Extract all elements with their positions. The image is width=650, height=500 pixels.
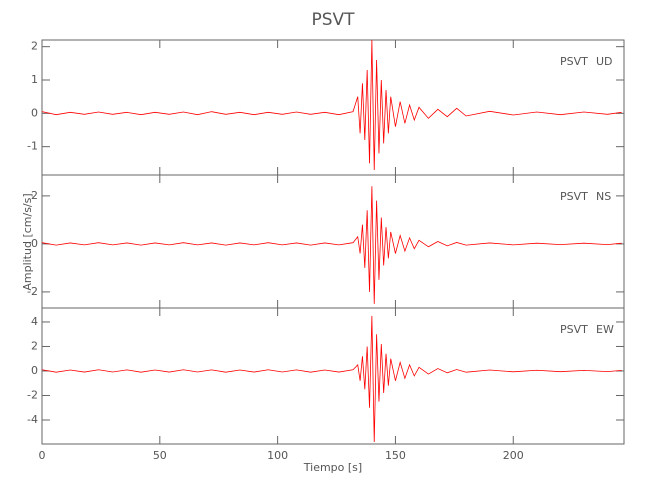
y-tick-label: 0	[31, 106, 38, 119]
component-label: UD	[596, 55, 613, 68]
x-tick-label: 200	[503, 449, 524, 462]
y-tick-label: 2	[31, 339, 38, 352]
plot-frame	[41, 39, 625, 176]
y-tick-label: 2	[31, 189, 38, 202]
plot-frame	[41, 174, 625, 309]
y-tick-label: 4	[31, 315, 38, 328]
x-axis-label: Tiempo [s]	[303, 461, 362, 474]
waveform	[41, 39, 622, 171]
station-label: PSVT	[560, 55, 588, 68]
x-tick-label: 150	[385, 449, 406, 462]
station-label: PSVT	[560, 323, 588, 336]
y-tick-label: -1	[27, 140, 38, 153]
plot-frame	[41, 307, 625, 445]
y-tick-label: -2	[27, 388, 38, 401]
x-tick-label: 100	[267, 449, 288, 462]
component-label: NS	[596, 190, 611, 203]
x-tick-label: 50	[153, 449, 167, 462]
y-tick-label: 2	[31, 40, 38, 53]
x-tick-label: 0	[39, 449, 46, 462]
waveform	[41, 186, 622, 304]
y-tick-label: 0	[31, 364, 38, 377]
y-tick-label: -2	[27, 285, 38, 298]
y-tick-label: -4	[27, 413, 38, 426]
y-axis-label: Amplitud [cm/s/s]	[21, 193, 34, 290]
y-tick-label: 0	[31, 237, 38, 250]
station-label: PSVT	[560, 190, 588, 203]
chart-title: PSVT	[311, 10, 355, 30]
component-label: EW	[596, 323, 614, 336]
waveform	[41, 315, 622, 443]
y-tick-label: 1	[31, 73, 38, 86]
